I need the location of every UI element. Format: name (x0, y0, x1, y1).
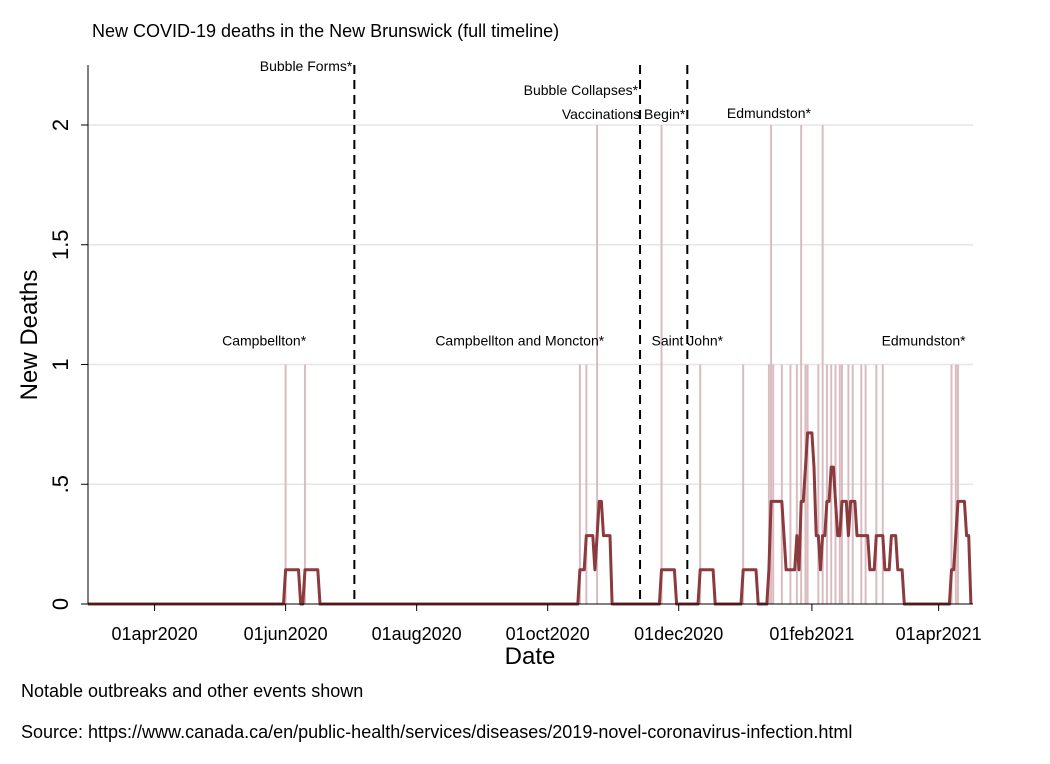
outbreak-annotation: Edmundston* (727, 105, 812, 121)
outbreak-annotation: Edmundston* (882, 333, 967, 349)
x-tick-label: 01aug2020 (372, 624, 462, 644)
x-tick-label: 01oct2020 (506, 624, 590, 644)
y-tick-label: .5 (48, 475, 73, 493)
grid-lines (88, 124, 973, 485)
chart-title: New COVID-19 deaths in the New Brunswick… (92, 21, 559, 41)
notes-caption: Notable outbreaks and other events shown (21, 681, 364, 701)
x-tick-label: 01apr2021 (896, 624, 982, 644)
event-label: Bubble Forms* (260, 58, 353, 74)
x-tick-label: 01apr2020 (112, 624, 198, 644)
x-tick-label: 01feb2021 (769, 624, 854, 644)
event-label: Bubble Collapses* (524, 82, 639, 98)
y-tick-label: 1 (48, 358, 73, 370)
x-axis-title: Date (505, 643, 556, 670)
outbreak-annotation: Campbellton and Moncton* (435, 333, 604, 349)
y-tick-label: 1.5 (48, 229, 73, 260)
annotations: Bubble Forms* Bubble Collapses* Vaccinatio… (222, 58, 966, 349)
x-tick-label: 01jun2020 (244, 624, 328, 644)
y-tick-label: 2 (48, 119, 73, 131)
outbreak-annotation: Saint John* (652, 333, 724, 349)
x-tick-label: 01dec2020 (634, 624, 723, 644)
seven-day-average-series (88, 431, 973, 606)
event-label: Vaccinations Begin* (562, 106, 686, 122)
source-caption: Source: https://www.canada.ca/en/public-… (21, 722, 853, 742)
seven-day-average-line (88, 431, 973, 606)
y-tick-label: 0 (48, 598, 73, 610)
y-axis-title: New Deaths (16, 270, 43, 401)
axes: 0 .5 1 1.5 2 01apr2020 01jun2020 01aug2020 01oct… (48, 65, 982, 644)
outbreak-annotation: Campbellton* (222, 333, 307, 349)
